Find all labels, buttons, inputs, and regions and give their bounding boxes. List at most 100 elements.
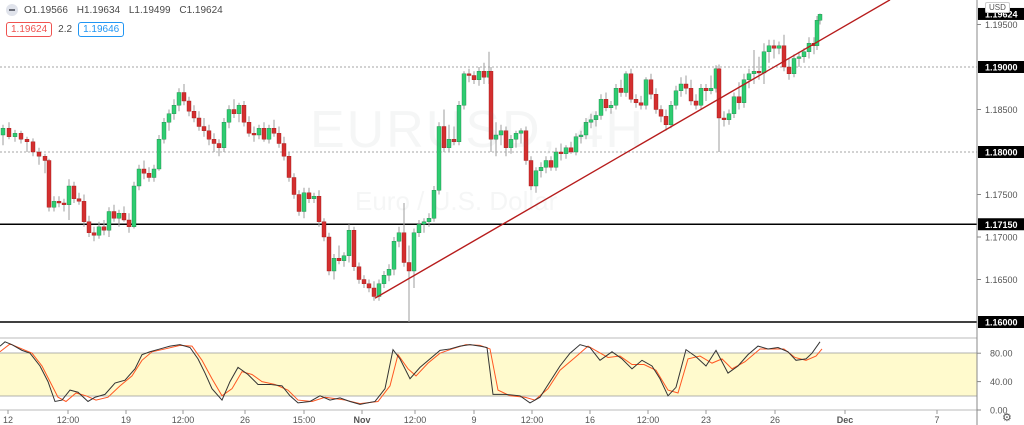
- candle-body: [653, 93, 659, 110]
- candle-body: [578, 134, 584, 137]
- candle-body: [361, 279, 367, 284]
- candle-body: [141, 168, 147, 174]
- candle-body: [76, 198, 82, 202]
- trendline-segment: [374, 0, 891, 299]
- candle-body: [226, 109, 232, 123]
- candle-body: [668, 105, 674, 125]
- stoch-tick-label: 40.00: [990, 377, 1013, 387]
- candle-body: [406, 262, 412, 272]
- candle-body: [796, 56, 802, 59]
- candle-body: [366, 283, 372, 289]
- time-tick-label: 7: [934, 415, 939, 425]
- candle-body: [231, 109, 237, 114]
- candle-body: [171, 105, 177, 114]
- time-tick-label: 16: [585, 415, 595, 425]
- candle-body: [488, 71, 494, 140]
- candle-body: [518, 130, 524, 134]
- sell-button[interactable]: 1.19624: [6, 22, 53, 37]
- ohlc-legend: O1.19566 H1.19634 L1.19499 C1.19624: [6, 4, 229, 16]
- candle-body: [12, 133, 18, 137]
- candle-body: [623, 73, 629, 93]
- time-tick-label: Nov: [353, 415, 370, 425]
- time-tick-label: 12:00: [637, 415, 660, 425]
- candle-body: [493, 134, 499, 140]
- candle-body: [56, 201, 62, 204]
- candle-body: [42, 156, 48, 161]
- last-price-label: 1.19624: [985, 9, 1018, 19]
- candle-body: [721, 117, 727, 120]
- candle-body: [731, 96, 737, 114]
- candle-body: [613, 88, 619, 106]
- price-label-box: [978, 218, 1024, 231]
- candle-body: [766, 45, 772, 52]
- candle-body: [61, 202, 67, 205]
- candle-body: [688, 88, 694, 102]
- candle-body: [341, 255, 347, 261]
- candle-body: [628, 73, 634, 100]
- candle-body: [371, 287, 377, 297]
- candle-body: [498, 130, 504, 136]
- buy-button[interactable]: 1.19646: [78, 22, 125, 37]
- candle-body: [573, 136, 579, 153]
- candle-body: [431, 190, 437, 219]
- candle-body: [381, 275, 387, 284]
- candle-body: [121, 212, 127, 221]
- candle-body: [116, 212, 122, 219]
- candle-body: [673, 90, 679, 106]
- price-level-label: 1.18000: [985, 148, 1018, 158]
- time-tick-label: 12:00: [172, 415, 195, 425]
- price-level-label: 1.16000: [985, 318, 1018, 328]
- candle-body: [66, 185, 72, 205]
- candle-body: [261, 127, 267, 140]
- currency-label[interactable]: USD: [985, 2, 1010, 13]
- candle-body: [451, 139, 457, 142]
- settings-gear-icon[interactable]: ⚙: [1002, 412, 1012, 424]
- candle-body: [663, 116, 669, 126]
- stoch-d-line: [0, 343, 823, 405]
- collapse-legend-icon[interactable]: [6, 4, 18, 16]
- candle-body: [603, 99, 609, 109]
- candle-body: [466, 73, 472, 76]
- candle-body: [296, 194, 302, 212]
- axes: 1.19500 1.18500 1.17500 1.17000 1.16500 1.190…: [3, 0, 1024, 425]
- candle-body: [716, 68, 722, 119]
- candle-body: [51, 201, 57, 208]
- candle-body: [46, 160, 52, 208]
- candle-body: [421, 221, 427, 225]
- spread-value: 2.2: [58, 24, 73, 35]
- stoch-tick-label: 80.00: [990, 349, 1013, 359]
- trendline[interactable]: [374, 0, 891, 299]
- candle-body: [286, 156, 292, 178]
- high-value: H1.19634: [76, 4, 121, 16]
- candle-body: [236, 105, 242, 114]
- candle-body: [331, 258, 337, 272]
- candle-body: [346, 229, 352, 256]
- time-tick-label: 9: [471, 415, 476, 425]
- candle-body: [24, 139, 30, 142]
- candlestick-series: [0, 13, 823, 322]
- candle-body: [456, 105, 462, 142]
- candle-body: [693, 100, 699, 106]
- candle-body: [246, 122, 252, 134]
- candle-body: [336, 258, 342, 261]
- candle-body: [36, 151, 42, 157]
- candle-body: [471, 75, 477, 80]
- price-tick-label: 1.16500: [985, 275, 1018, 285]
- candle-body: [583, 122, 589, 136]
- price-tick-label: 1.17500: [985, 190, 1018, 200]
- watermark-description: Euro / U.S. Dollar: [355, 186, 558, 216]
- candle-body: [316, 195, 322, 222]
- candle-body: [211, 139, 217, 144]
- candle-body: [558, 151, 564, 154]
- candle-body: [553, 151, 559, 168]
- stoch-k-line: [0, 341, 821, 405]
- candle-body: [111, 211, 117, 219]
- candle-body: [756, 71, 762, 74]
- price-level-label: 1.17150: [985, 220, 1018, 230]
- candle-body: [311, 195, 317, 199]
- candle-body: [751, 71, 757, 74]
- candle-body: [461, 73, 467, 106]
- last-price-box: [978, 7, 1024, 20]
- candle-body: [181, 92, 187, 102]
